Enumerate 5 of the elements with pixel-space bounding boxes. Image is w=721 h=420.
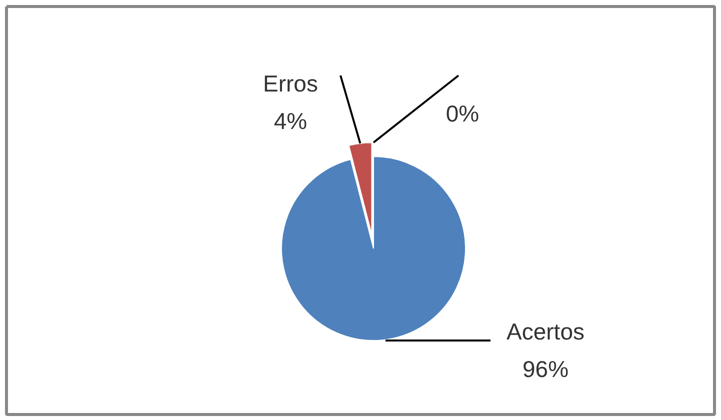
- slice-label: Erros: [263, 70, 318, 96]
- text: 0%: [446, 100, 480, 126]
- slice-label: Acertos: [506, 318, 584, 344]
- data-label: 96%: [522, 356, 569, 382]
- data-label: 4%: [274, 108, 308, 134]
